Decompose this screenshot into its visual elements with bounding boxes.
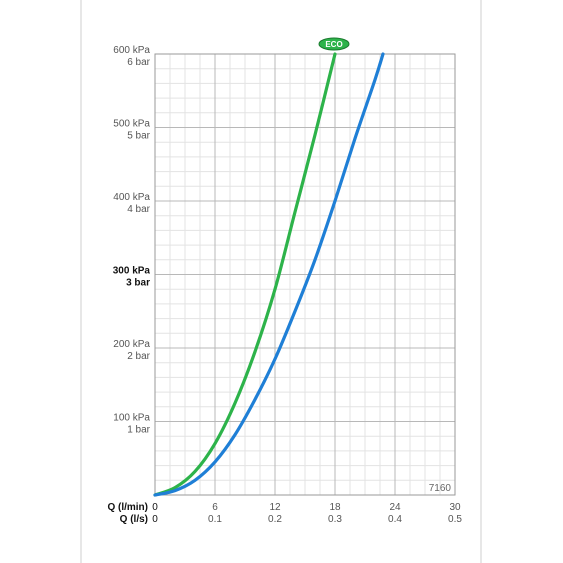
x-tick-label-ls: 0.5 <box>448 514 462 525</box>
x-tick-label-ls: 0 <box>152 514 158 525</box>
y-tick-label-kpa: 500 kPa <box>113 119 150 130</box>
x-axis-labels: 0 6 12 18 24 30 0 0.1 0.2 0.3 0.4 0.5 <box>152 502 462 525</box>
eco-badge-label: ECO <box>325 40 342 49</box>
y-tick-label-kpa: 100 kPa <box>113 413 150 424</box>
series-line-standard <box>153 52 385 497</box>
x-axis-title-lmin: Q (l/min) <box>107 502 148 513</box>
y-tick-label-kpa: 300 kPa <box>113 266 151 277</box>
y-tick-label-bar: 1 bar <box>127 425 150 436</box>
x-tick-label-ls: 0.1 <box>208 514 222 525</box>
plot-frame <box>154 53 456 496</box>
y-tick-label-kpa: 400 kPa <box>113 192 150 203</box>
x-tick-label-ls: 0.4 <box>388 514 402 525</box>
x-tick-label-lmin: 12 <box>269 502 281 513</box>
x-tick-label-ls: 0.2 <box>268 514 282 525</box>
model-code: 7160 <box>429 483 452 494</box>
eco-badge: ECO <box>318 37 350 51</box>
y-tick-label-bar: 3 bar <box>126 278 150 289</box>
y-tick-label-bar: 6 bar <box>127 57 150 68</box>
y-tick-label-kpa: 600 kPa <box>113 45 150 56</box>
x-tick-label-lmin: 6 <box>212 502 218 513</box>
x-tick-label-lmin: 24 <box>389 502 401 513</box>
y-tick-label-bar: 5 bar <box>127 131 150 142</box>
x-tick-label-ls: 0.3 <box>328 514 342 525</box>
series-line-eco <box>153 52 337 497</box>
y-tick-label-bar: 4 bar <box>127 204 150 215</box>
x-tick-label-lmin: 0 <box>152 502 158 513</box>
x-axis-title-ls: Q (l/s) <box>120 514 148 525</box>
y-tick-label-bar: 2 bar <box>127 351 150 362</box>
x-tick-label-lmin: 18 <box>329 502 341 513</box>
y-tick-label-kpa: 200 kPa <box>113 339 150 350</box>
series-layer <box>153 52 385 497</box>
x-tick-label-lmin: 30 <box>449 502 461 513</box>
eco-badge-shape <box>318 37 350 51</box>
